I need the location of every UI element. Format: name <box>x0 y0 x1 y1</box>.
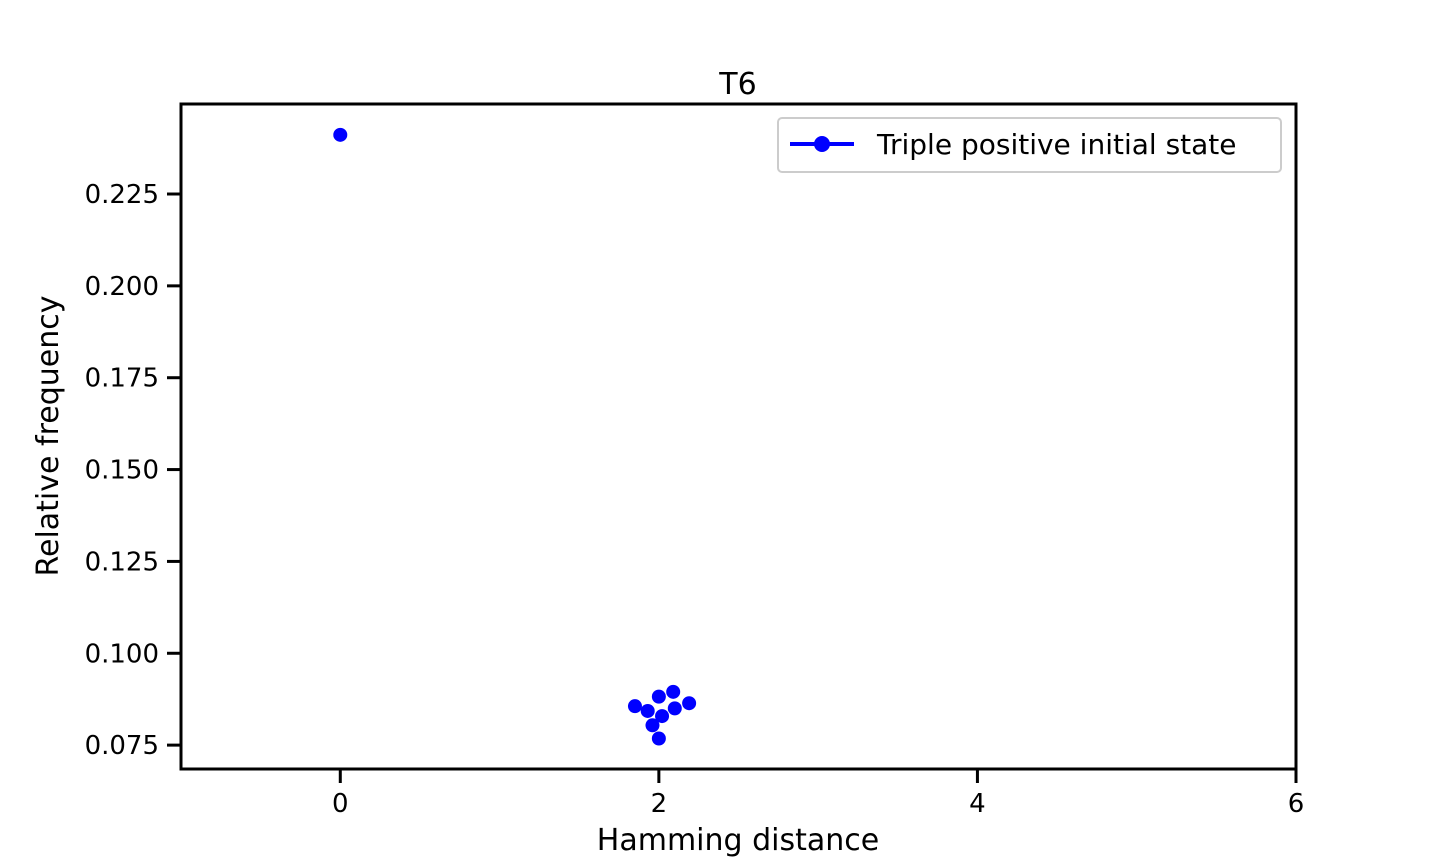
x-tick-label: 0 <box>332 789 349 819</box>
plot-frame <box>179 102 1298 771</box>
data-point <box>666 684 681 699</box>
legend-box <box>777 117 1282 173</box>
data-points <box>333 127 697 746</box>
y-tick-label: 0.200 <box>85 272 159 302</box>
data-point <box>651 689 666 704</box>
y-tick-label: 0.150 <box>85 456 159 486</box>
y-tick-label: 0.225 <box>85 180 159 210</box>
data-point <box>645 718 660 733</box>
data-point <box>667 701 682 716</box>
y-tick-label: 0.100 <box>85 639 159 669</box>
legend-label: Triple positive initial state <box>876 128 1237 161</box>
x-tick-label: 6 <box>1288 789 1305 819</box>
y-tick-label: 0.175 <box>85 364 159 394</box>
x-axis-label: Hamming distance <box>597 823 879 858</box>
x-tick-label: 4 <box>969 789 986 819</box>
legend-point-marker <box>814 136 830 152</box>
data-point <box>655 709 670 724</box>
data-point <box>682 696 697 711</box>
chart-title: T6 <box>718 67 756 102</box>
y-axis-ticks: 0.075 0.100 0.125 0.150 0.175 0.200 0.225 <box>85 180 181 761</box>
data-point <box>333 127 348 142</box>
x-tick-label: 2 <box>651 789 668 819</box>
y-tick-label: 0.075 <box>85 731 159 761</box>
y-axis-label: Relative frequency <box>31 296 66 577</box>
data-point <box>627 699 642 714</box>
y-tick-label: 0.125 <box>85 547 159 577</box>
data-point <box>640 703 655 718</box>
legend: Triple positive initial state <box>777 117 1282 173</box>
x-axis-ticks: 0 2 4 6 <box>332 769 1304 819</box>
data-point <box>651 731 666 746</box>
